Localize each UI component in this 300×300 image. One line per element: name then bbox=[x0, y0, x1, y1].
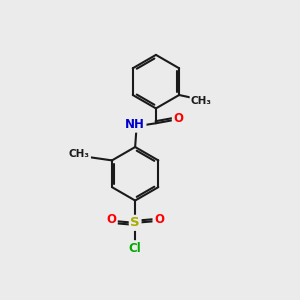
Text: O: O bbox=[106, 213, 116, 226]
Text: CH₃: CH₃ bbox=[191, 96, 212, 106]
Text: Cl: Cl bbox=[129, 242, 142, 255]
Text: S: S bbox=[130, 216, 140, 229]
Text: NH: NH bbox=[125, 118, 145, 131]
Text: O: O bbox=[154, 213, 164, 226]
Text: CH₃: CH₃ bbox=[69, 149, 90, 160]
Text: O: O bbox=[173, 112, 183, 125]
